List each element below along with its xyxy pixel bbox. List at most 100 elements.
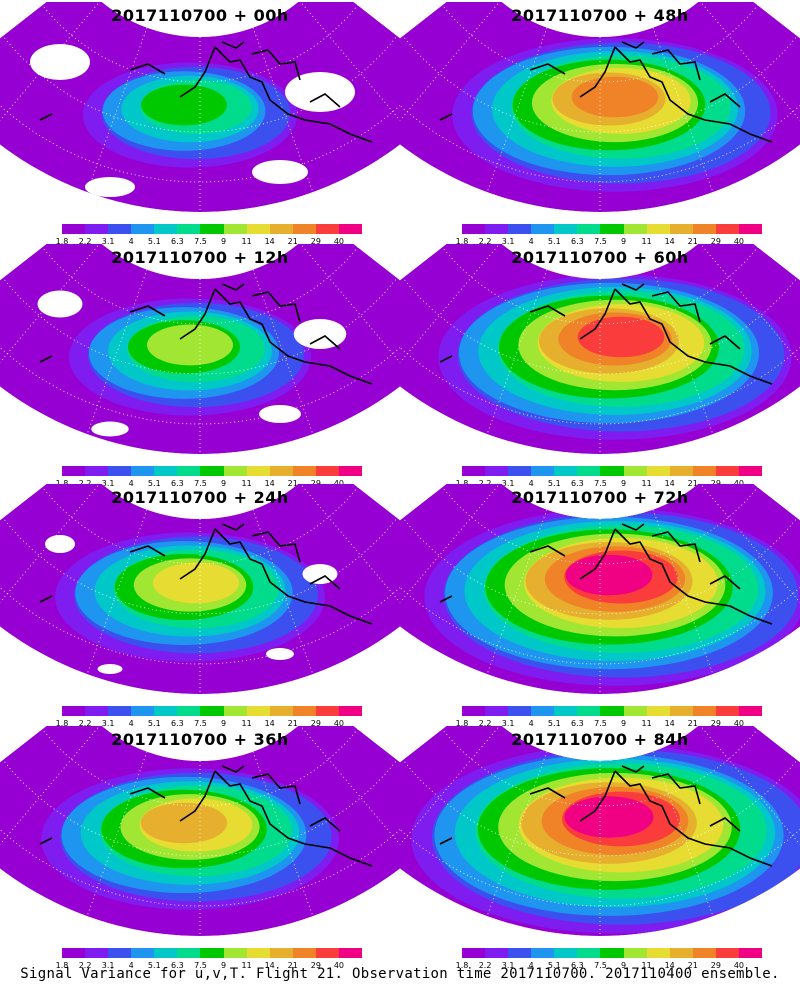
- colorbar-swatch: [315, 466, 339, 476]
- colorbar-swatch: [131, 224, 155, 234]
- colorbar-swatch: [554, 466, 578, 476]
- colorbar-tick-label: 6.3: [171, 961, 184, 970]
- colorbar-tick-label: 14: [664, 719, 675, 728]
- colorbar-swatch: [85, 706, 109, 716]
- colorbar-tick-label: 4: [128, 961, 134, 970]
- colorbar-tick-label: 3.1: [501, 719, 515, 728]
- colorbar-swatch: [246, 706, 270, 716]
- colorbar-swatch: [246, 224, 270, 234]
- colorbar-swatch: [292, 224, 316, 234]
- colorbar-tick-label: 2.2: [478, 719, 492, 728]
- no-data-area: [97, 664, 123, 674]
- colorbar-swatch: [646, 224, 670, 234]
- coastline: [39, 765, 373, 867]
- colorbar: [462, 948, 763, 958]
- polar-sector-map: [400, 2, 800, 212]
- no-data-area: [302, 564, 338, 584]
- parallel-line: [400, 2, 800, 133]
- coastline: [39, 523, 373, 625]
- colorbar-tick-label: 9: [220, 719, 227, 728]
- panel-title: 2017110700 + 36h: [111, 730, 289, 749]
- parallel-line: [0, 726, 400, 857]
- colorbar-tick-label: 9: [620, 237, 627, 246]
- colorbar-swatch: [531, 466, 555, 476]
- colorbar-tick-label: 5.1: [147, 961, 161, 970]
- colorbar-tick-label: 21: [687, 961, 698, 970]
- colorbar-tick-label: 4: [128, 479, 134, 488]
- no-data-area: [91, 421, 129, 437]
- colorbar-tick-label: 2.2: [78, 961, 92, 970]
- colorbar-tick-label: 21: [687, 479, 698, 488]
- colorbar-swatch: [338, 466, 363, 476]
- colorbar-swatch: [531, 948, 555, 958]
- colorbar-tick-label: 2.2: [78, 719, 92, 728]
- colorbar-tick-label: 7.5: [594, 479, 607, 488]
- colorbar-swatch: [531, 224, 555, 234]
- colorbar-tick-label: 7.5: [194, 237, 207, 246]
- variance-contour: [577, 316, 665, 358]
- colorbar-swatch: [738, 224, 763, 234]
- colorbar-tick-label: 2.2: [478, 237, 492, 246]
- colorbar-tick-label: 3.1: [501, 237, 515, 246]
- colorbar-swatch: [269, 948, 293, 958]
- colorbar-swatch: [177, 948, 201, 958]
- colorbar: [462, 706, 763, 716]
- polar-sector-map: [0, 484, 400, 694]
- colorbar-swatch: [554, 224, 578, 234]
- no-data-area: [293, 319, 347, 349]
- colorbar-tick-label: 9: [220, 479, 227, 488]
- colorbar-swatch: [177, 466, 201, 476]
- colorbar-swatch: [85, 224, 109, 234]
- colorbar-swatch: [577, 224, 601, 234]
- colorbar-swatch: [600, 466, 624, 476]
- no-data-area: [259, 405, 301, 423]
- colorbar-swatch: [462, 706, 486, 716]
- colorbar: [62, 706, 363, 716]
- coastline: [39, 283, 373, 385]
- colorbar-tick-label: 3.1: [101, 961, 115, 970]
- colorbar-swatch: [485, 224, 509, 234]
- colorbar: [62, 948, 363, 958]
- colorbar-swatch: [177, 224, 201, 234]
- colorbar-tick-label: 9: [220, 961, 227, 970]
- colorbar-tick-label: 7.5: [594, 719, 607, 728]
- coastline: [439, 283, 773, 385]
- no-data-area: [266, 648, 294, 660]
- colorbar-swatch: [692, 224, 716, 234]
- colorbar-tick-label: 6.3: [171, 237, 184, 246]
- variance-contour: [140, 802, 228, 844]
- colorbar-tick-label: 29: [710, 719, 721, 728]
- colorbar-tick-label: 11: [241, 237, 252, 246]
- colorbar-swatch: [623, 706, 647, 716]
- colorbar-swatch: [508, 224, 532, 234]
- colorbar-tick-label: 1.8: [455, 961, 469, 970]
- colorbar-swatch: [577, 466, 601, 476]
- colorbar-swatch: [269, 224, 293, 234]
- colorbar-swatch: [108, 224, 132, 234]
- colorbar-swatch: [154, 466, 178, 476]
- colorbar-swatch: [315, 706, 339, 716]
- colorbar-swatch: [338, 948, 363, 958]
- coastline: [39, 41, 373, 143]
- colorbar-tick-label: 21: [687, 719, 698, 728]
- colorbar-tick-label: 3.1: [101, 719, 115, 728]
- colorbar-swatch: [131, 706, 155, 716]
- colorbar-swatch: [223, 706, 247, 716]
- map-panel: 2017110700 + 12h1.82.23.145.16.37.591114…: [0, 244, 400, 488]
- colorbar-tick-label: 6.3: [571, 719, 584, 728]
- colorbar-swatch: [462, 224, 486, 234]
- colorbar-tick-label: 5.1: [147, 237, 161, 246]
- colorbar-tick-label: 11: [241, 961, 252, 970]
- panel-title: 2017110700 + 60h: [511, 248, 689, 267]
- colorbar-swatch: [154, 224, 178, 234]
- colorbar-swatch: [692, 466, 716, 476]
- colorbar-swatch: [577, 706, 601, 716]
- colorbar-swatch: [338, 706, 363, 716]
- colorbar-tick-label: 14: [264, 479, 275, 488]
- colorbar-tick-label: 21: [287, 961, 298, 970]
- colorbar-swatch: [269, 466, 293, 476]
- colorbar-tick-label: 6.3: [571, 237, 584, 246]
- colorbar-swatch: [200, 948, 224, 958]
- colorbar-tick-label: 3.1: [501, 479, 515, 488]
- colorbar-tick-label: 5.1: [547, 237, 561, 246]
